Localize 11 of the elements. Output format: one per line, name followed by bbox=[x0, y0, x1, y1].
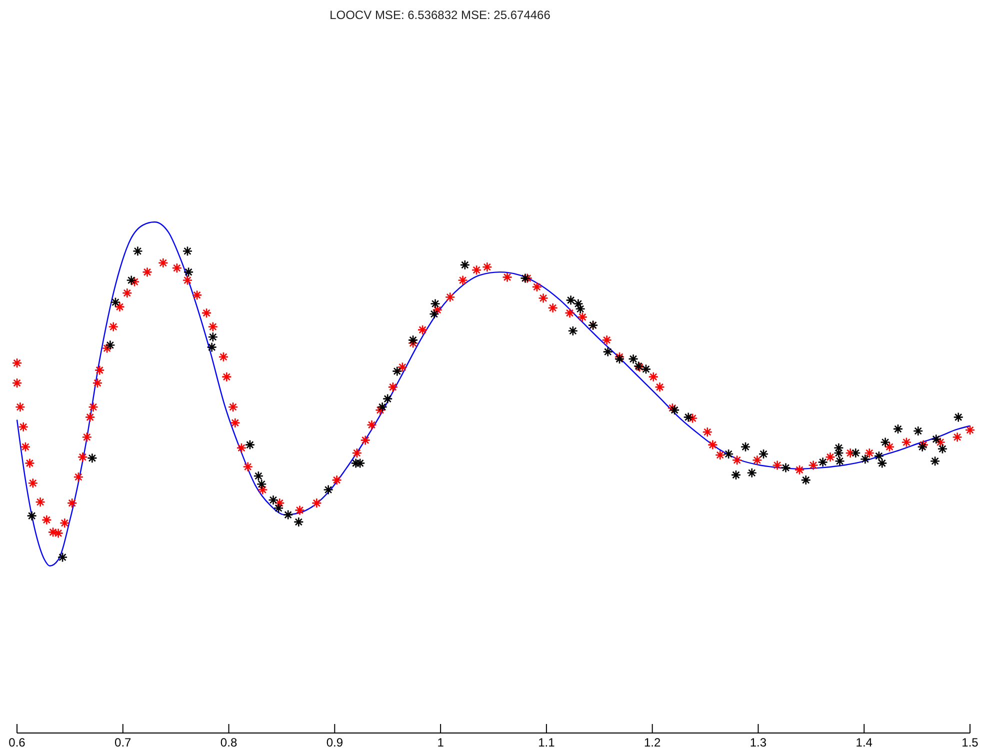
x-tick-label: 1.1 bbox=[538, 736, 556, 750]
x-tick-label: 1.2 bbox=[644, 736, 661, 750]
x-tick-label: 0.9 bbox=[326, 736, 344, 750]
chart-title: LOOCV MSE: 6.536832 MSE: 25.674466 bbox=[330, 8, 551, 22]
x-tick-label: 0.8 bbox=[220, 736, 238, 750]
x-tick-label: 1.4 bbox=[856, 736, 873, 750]
x-tick-label: 0.6 bbox=[8, 736, 26, 750]
x-tick-label: 1.5 bbox=[962, 736, 979, 750]
x-tick-label: 1 bbox=[437, 736, 444, 750]
x-tick-label: 0.7 bbox=[114, 736, 132, 750]
x-tick-label: 1.3 bbox=[750, 736, 767, 750]
